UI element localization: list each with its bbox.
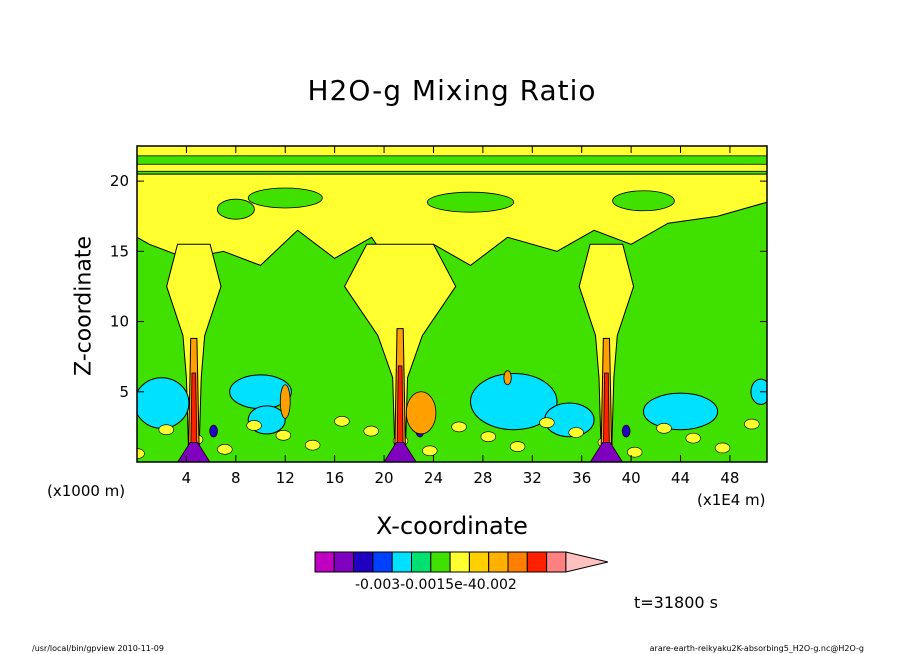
surface-cell-19 bbox=[685, 432, 701, 444]
colorbar-segment-11 bbox=[526, 551, 548, 573]
upper-gap-3 bbox=[216, 198, 255, 220]
upper-gap-2 bbox=[612, 190, 675, 212]
colorbar-label: -0.003-0.0015e-40.002 bbox=[355, 577, 517, 593]
upper-gap-1 bbox=[426, 191, 515, 213]
surface-cell-14 bbox=[539, 417, 555, 428]
x-tick-label-28: 28 bbox=[473, 469, 492, 487]
x-tick-label-44: 44 bbox=[671, 469, 690, 487]
surface-cell-5 bbox=[275, 430, 292, 441]
plume-blue-blob-2 bbox=[621, 424, 631, 438]
dry-patch-6 bbox=[750, 378, 767, 405]
surface-cell-18 bbox=[656, 422, 672, 434]
plume-base-0 bbox=[177, 441, 211, 462]
colorbar-segment-8 bbox=[468, 551, 490, 573]
dry-patch-0 bbox=[137, 377, 190, 429]
orange-patch-2 bbox=[503, 370, 512, 386]
colorbar-segment-0 bbox=[314, 551, 335, 573]
x-tick-label-48: 48 bbox=[720, 469, 739, 487]
surface-cell-11 bbox=[451, 421, 467, 433]
colorbar-segment-1 bbox=[333, 551, 355, 573]
upper-gap-0 bbox=[247, 187, 323, 209]
surface-cell-4 bbox=[246, 420, 262, 431]
footer-right: arare-earth-reikyaku2K-absorbing5_H2O-g.… bbox=[649, 644, 864, 653]
plot-frame bbox=[136, 145, 768, 463]
x-axis-label: X-coordinate bbox=[376, 512, 528, 540]
footer-left: /usr/local/bin/gpview 2010-11-09 bbox=[32, 644, 164, 653]
y-tick-label-20: 20 bbox=[110, 172, 129, 190]
surface-cell-20 bbox=[714, 442, 731, 454]
surface-cell-13 bbox=[509, 441, 526, 452]
x-tick-label-16: 16 bbox=[325, 469, 344, 487]
dry-patch-5 bbox=[642, 392, 719, 431]
plume-blue-blob-0 bbox=[209, 424, 218, 438]
time-label: t=31800 s bbox=[634, 593, 718, 612]
colorbar-segment-6 bbox=[430, 551, 451, 573]
top-band bbox=[137, 163, 767, 172]
colorbar-segment-5 bbox=[411, 551, 432, 573]
surface-cell-1 bbox=[158, 424, 174, 435]
x-unit-secondary: (x1E4 m) bbox=[697, 491, 766, 509]
top-edge-band bbox=[137, 146, 767, 157]
surface-cell-15 bbox=[568, 427, 584, 438]
surface-cell-21 bbox=[744, 418, 760, 430]
contour-field bbox=[137, 146, 767, 462]
colorbar-segment-10 bbox=[507, 551, 528, 573]
dry-patch-3 bbox=[470, 373, 558, 431]
y-tick-label-15: 15 bbox=[110, 242, 129, 260]
colorbar-segment-7 bbox=[449, 551, 470, 573]
surface-cell-8 bbox=[363, 425, 379, 437]
x-tick-label-40: 40 bbox=[622, 469, 641, 487]
orange-patch-0 bbox=[405, 391, 437, 435]
x-tick-label-12: 12 bbox=[276, 469, 295, 487]
colorbar-arrow bbox=[565, 551, 609, 573]
colorbar-segment-2 bbox=[353, 551, 374, 573]
x-tick-label-32: 32 bbox=[523, 469, 542, 487]
x-tick-label-36: 36 bbox=[572, 469, 591, 487]
y-tick-label-5: 5 bbox=[119, 383, 129, 401]
x-tick-label-4: 4 bbox=[182, 469, 192, 487]
plume-base-1 bbox=[383, 441, 417, 462]
colorbar-segment-12 bbox=[546, 551, 567, 573]
colorbar-segment-9 bbox=[488, 551, 509, 573]
surface-cell-12 bbox=[480, 431, 497, 443]
x-unit-primary: (x1000 m) bbox=[47, 482, 126, 500]
colorbar-segment-4 bbox=[391, 551, 413, 573]
colorbar-segment-3 bbox=[372, 551, 393, 573]
x-tick-label-8: 8 bbox=[231, 469, 241, 487]
y-tick-label-10: 10 bbox=[110, 313, 129, 331]
surface-cell-10 bbox=[422, 445, 438, 457]
chart-title: H2O-g Mixing Ratio bbox=[307, 74, 597, 107]
surface-cell-3 bbox=[217, 444, 233, 455]
x-tick-label-24: 24 bbox=[424, 469, 443, 487]
surface-cell-6 bbox=[304, 439, 321, 451]
surface-cell-7 bbox=[334, 415, 350, 427]
surface-cell-17 bbox=[626, 446, 643, 458]
plume-base-2 bbox=[589, 441, 623, 462]
plume-core-red-1 bbox=[396, 365, 404, 456]
orange-patch-1 bbox=[279, 384, 291, 419]
x-tick-label-20: 20 bbox=[375, 469, 394, 487]
